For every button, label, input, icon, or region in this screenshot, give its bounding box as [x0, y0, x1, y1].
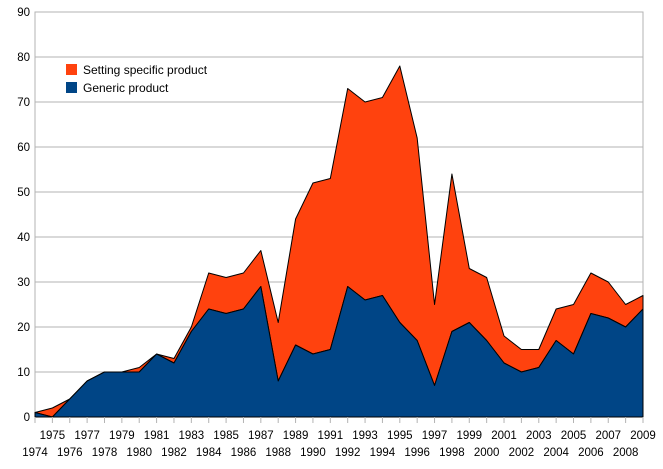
- x-tick-label-2003: 2003: [526, 430, 552, 442]
- y-tick-label-20: 20: [17, 322, 30, 334]
- x-tick-label-1983: 1983: [179, 430, 205, 442]
- y-tick-label-80: 80: [17, 52, 30, 64]
- x-tick-label-2005: 2005: [561, 430, 587, 442]
- x-tick-label-1988: 1988: [265, 447, 291, 459]
- legend-label-setting-specific-product: Setting specific product: [83, 63, 208, 77]
- x-tick-label-1977: 1977: [74, 430, 100, 442]
- x-tick-label-2004: 2004: [543, 447, 569, 459]
- legend-swatch-generic-product: [66, 82, 77, 93]
- y-tick-label-60: 60: [17, 142, 30, 154]
- y-tick-label-40: 40: [17, 232, 30, 244]
- x-tick-label-1981: 1981: [144, 430, 170, 442]
- x-tick-label-2008: 2008: [613, 447, 639, 459]
- x-tick-label-1975: 1975: [40, 430, 66, 442]
- x-tick-label-2007: 2007: [595, 430, 621, 442]
- x-tick-label-1992: 1992: [335, 447, 361, 459]
- y-tick-label-70: 70: [17, 97, 30, 109]
- legend-label-generic-product: Generic product: [83, 81, 169, 95]
- y-tick-label-0: 0: [24, 412, 30, 424]
- x-tick-label-1995: 1995: [387, 430, 413, 442]
- x-tick-label-1993: 1993: [352, 430, 378, 442]
- x-tick-label-2009: 2009: [630, 430, 656, 442]
- y-tick-label-50: 50: [17, 187, 30, 199]
- x-tick-label-1990: 1990: [300, 447, 326, 459]
- x-tick-label-1997: 1997: [422, 430, 448, 442]
- x-tick-label-1979: 1979: [109, 430, 135, 442]
- x-tick-label-1978: 1978: [92, 447, 118, 459]
- x-tick-label-1989: 1989: [283, 430, 309, 442]
- x-tick-label-2000: 2000: [474, 447, 500, 459]
- x-tick-label-1976: 1976: [57, 447, 83, 459]
- y-tick-label-90: 90: [17, 7, 30, 19]
- x-tick-label-1994: 1994: [370, 447, 396, 459]
- x-tick-label-1998: 1998: [439, 447, 465, 459]
- y-tick-label-10: 10: [17, 367, 30, 379]
- x-tick-label-1987: 1987: [248, 430, 274, 442]
- x-tick-label-1984: 1984: [196, 447, 222, 459]
- x-tick-label-1986: 1986: [231, 447, 257, 459]
- x-tick-label-2002: 2002: [509, 447, 535, 459]
- x-tick-label-1982: 1982: [161, 447, 187, 459]
- x-tick-label-1999: 1999: [456, 430, 482, 442]
- x-tick-label-1996: 1996: [404, 447, 430, 459]
- series-area-generic-product: [34, 286, 644, 418]
- x-tick-label-2006: 2006: [578, 447, 604, 459]
- x-tick-label-2001: 2001: [491, 430, 517, 442]
- x-tick-label-1985: 1985: [213, 430, 239, 442]
- legend-swatch-setting-specific-product: [66, 64, 77, 75]
- y-tick-label-30: 30: [17, 277, 30, 289]
- x-tick-label-1980: 1980: [126, 447, 152, 459]
- x-tick-label-1991: 1991: [318, 430, 344, 442]
- x-tick-label-1974: 1974: [22, 447, 48, 459]
